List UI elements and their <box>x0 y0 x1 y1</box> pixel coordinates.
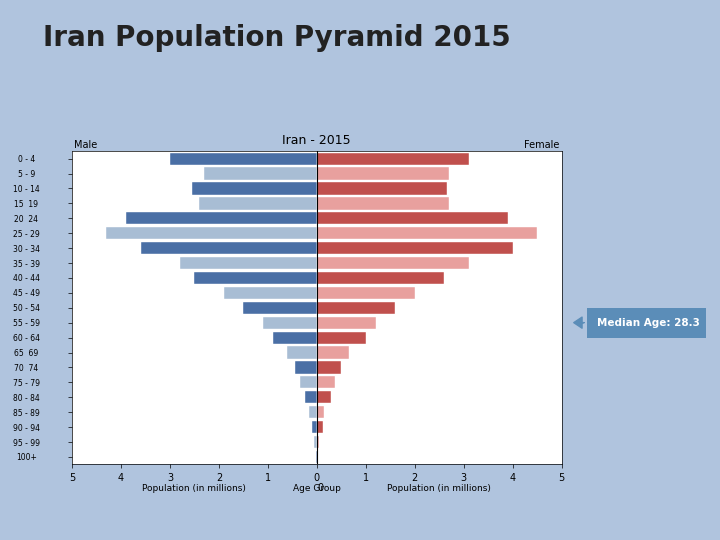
Bar <box>180 257 317 269</box>
Bar <box>317 257 469 269</box>
Text: Age Group: Age Group <box>293 484 341 493</box>
Bar <box>192 183 317 194</box>
Bar <box>140 242 317 254</box>
Bar <box>305 391 317 403</box>
Bar <box>317 197 449 210</box>
Bar <box>317 167 449 180</box>
Bar <box>317 421 323 433</box>
Bar <box>287 347 317 359</box>
Text: Male: Male <box>74 140 98 150</box>
Text: 0: 0 <box>317 483 323 493</box>
Text: Population (in millions): Population (in millions) <box>143 484 246 493</box>
Bar <box>204 167 317 180</box>
Bar <box>317 227 537 239</box>
Bar <box>317 183 446 194</box>
Title: Iran - 2015: Iran - 2015 <box>282 134 351 147</box>
Bar <box>263 316 317 329</box>
Text: Iran Population Pyramid 2015: Iran Population Pyramid 2015 <box>43 24 511 52</box>
Bar <box>315 436 317 448</box>
Bar <box>317 272 444 284</box>
Bar <box>316 451 317 463</box>
Bar <box>273 332 317 344</box>
Bar <box>317 287 415 299</box>
Bar <box>107 227 317 239</box>
Bar <box>317 347 348 359</box>
Bar <box>317 302 395 314</box>
Bar <box>243 302 317 314</box>
Bar <box>294 361 317 374</box>
Bar <box>310 406 317 418</box>
Bar <box>224 287 317 299</box>
Bar <box>317 316 376 329</box>
Bar <box>317 212 508 225</box>
Bar <box>317 376 336 388</box>
Bar <box>194 272 317 284</box>
Bar <box>170 152 317 165</box>
Bar <box>317 361 341 374</box>
Bar <box>317 451 318 463</box>
Bar <box>317 391 330 403</box>
Bar <box>317 242 513 254</box>
Bar <box>317 332 366 344</box>
Bar <box>317 436 319 448</box>
Text: Median Age: 28.3: Median Age: 28.3 <box>597 318 700 328</box>
Bar <box>300 376 317 388</box>
Text: Female: Female <box>523 140 559 150</box>
Text: Population (in millions): Population (in millions) <box>387 484 491 493</box>
Bar <box>312 421 317 433</box>
Bar <box>199 197 317 210</box>
Bar <box>317 406 324 418</box>
Bar <box>126 212 317 225</box>
Bar <box>317 152 469 165</box>
